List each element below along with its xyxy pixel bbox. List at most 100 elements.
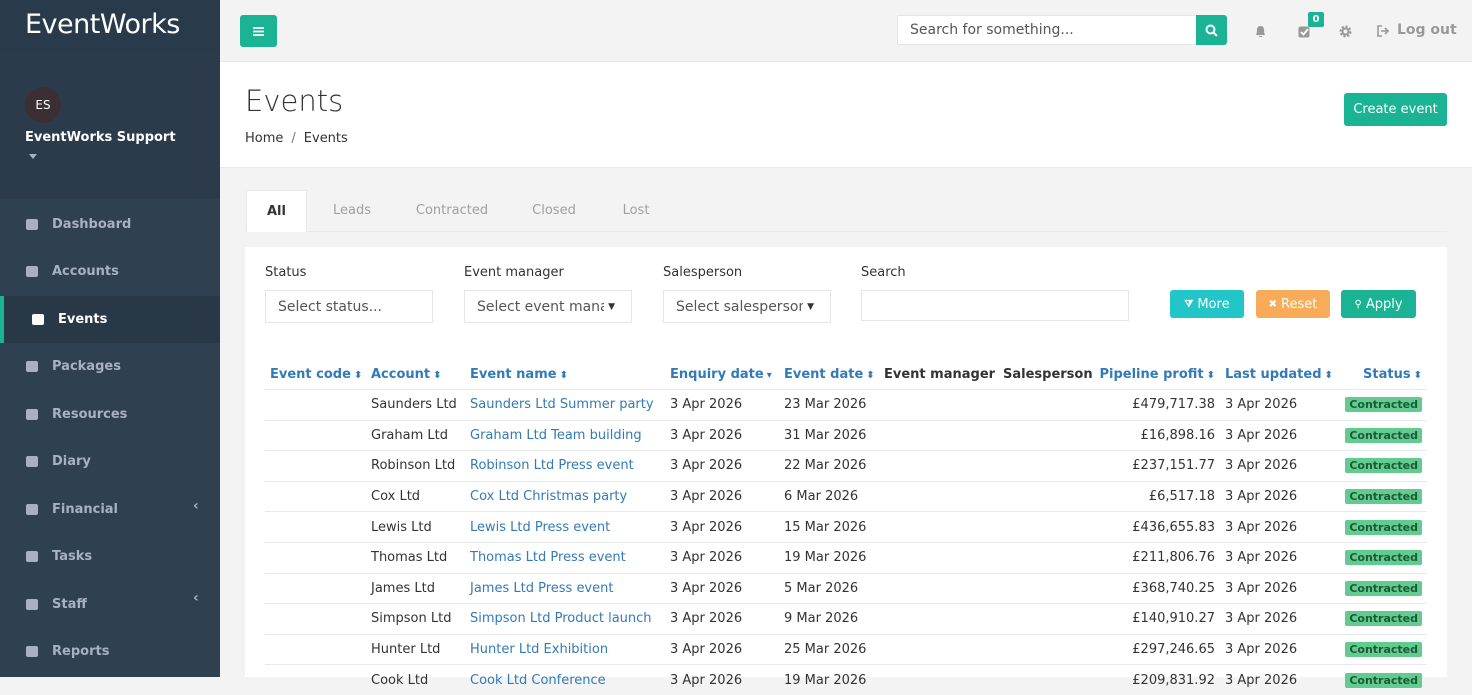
- menu-item[interactable]: Packages: [0, 343, 220, 391]
- filter-input[interactable]: Select status...: [265, 290, 433, 323]
- column-header[interactable]: Event date ⬍: [779, 360, 879, 390]
- table-row[interactable]: Saunders Ltd Saunders Ltd Summer party 3 A…: [265, 389, 1427, 421]
- sidebar: EventWorks ES EventWorks Support Dashboa…: [0, 0, 220, 677]
- breadcrumb-current: Events: [303, 131, 348, 146]
- column-header[interactable]: Event code ⬍: [265, 360, 366, 390]
- filter-button[interactable]: ✖ Reset: [1256, 290, 1330, 318]
- table-row[interactable]: Robinson Ltd Robinson Ltd Press event 3 Ap…: [265, 450, 1427, 482]
- event-link[interactable]: Lewis Ltd Press event: [470, 519, 611, 535]
- menu-icon: [26, 266, 38, 278]
- logout-link[interactable]: Log out: [1397, 22, 1457, 38]
- column-header[interactable]: Last updated ⬍: [1220, 360, 1333, 390]
- table-row[interactable]: Cook Ltd Cook Ltd Conference 3 Apr 2026 19 …: [265, 664, 1427, 695]
- settings-icon[interactable]: [1339, 25, 1352, 38]
- table-row[interactable]: Lewis Ltd Lewis Ltd Press event 3 Apr 2026…: [265, 511, 1427, 543]
- table-cell: Contracted: [1330, 480, 1427, 512]
- menu-item[interactable]: Financial ‹: [0, 486, 220, 534]
- table-cell: James Ltd: [366, 572, 465, 604]
- breadcrumb-home[interactable]: Home: [245, 131, 284, 146]
- event-link[interactable]: Cook Ltd Conference: [470, 672, 606, 688]
- cell-text: 3 Apr 2026: [1225, 580, 1298, 596]
- table-cell: [879, 664, 998, 695]
- event-link[interactable]: Cox Ltd Christmas party: [470, 489, 628, 505]
- filter-label: Status: [265, 265, 307, 280]
- caret[interactable]: [29, 154, 37, 160]
- menu-label: Accounts: [52, 264, 119, 280]
- table-row[interactable]: Graham Ltd Graham Ltd Team building 3 Apr …: [265, 419, 1427, 451]
- table-cell: [879, 511, 998, 543]
- table-cell: [998, 511, 1090, 543]
- cell-text: 22 Mar 2026: [784, 458, 867, 474]
- avatar[interactable]: ES: [25, 87, 61, 123]
- user-name[interactable]: EventWorks Support: [25, 130, 176, 145]
- tab[interactable]: Leads: [332, 203, 371, 218]
- menu-item[interactable]: Dashboard: [0, 201, 220, 249]
- column-header[interactable]: Event name ⬍: [465, 360, 665, 390]
- column-title: Pipeline profit: [1099, 367, 1204, 382]
- column-header[interactable]: Pipeline profit ⬍: [1090, 360, 1220, 390]
- logout-icon[interactable]: [1377, 25, 1390, 37]
- tab[interactable]: Contracted: [415, 203, 489, 218]
- table-row[interactable]: Thomas Ltd Thomas Ltd Press event 3 Apr 20…: [265, 541, 1427, 574]
- event-link[interactable]: Graham Ltd Team building: [470, 427, 642, 443]
- table-row[interactable]: Simpson Ltd Simpson Ltd Product launch 3 A…: [265, 603, 1427, 635]
- table-cell: Graham Ltd Team building: [465, 419, 665, 451]
- menu-toggle[interactable]: [240, 15, 277, 47]
- create-event-button[interactable]: Create event: [1344, 93, 1447, 126]
- table-cell: 3 Apr 2026: [1220, 419, 1330, 451]
- table-cell: Lewis Ltd: [366, 511, 465, 543]
- brand[interactable]: EventWorks: [25, 9, 180, 40]
- table-cell: 3 Apr 2026: [665, 541, 779, 574]
- tab[interactable]: Closed: [532, 203, 576, 218]
- table-row[interactable]: Hunter Ltd Hunter Ltd Exhibition 3 Apr 202…: [265, 633, 1427, 665]
- menu-item[interactable]: Reports: [0, 628, 220, 676]
- table-row[interactable]: James Ltd James Ltd Press event 3 Apr 2026…: [265, 572, 1427, 604]
- tab[interactable]: All: [246, 190, 307, 232]
- filter-input[interactable]: [861, 290, 1129, 321]
- filter-button[interactable]: ⧩ More: [1170, 290, 1244, 318]
- page-header: Events Home / Events Create event: [220, 62, 1472, 168]
- column-title: Event manager: [884, 367, 996, 382]
- sort-icon: ⬍: [353, 370, 363, 381]
- menu-icon: [26, 361, 38, 373]
- tab[interactable]: Lost: [622, 203, 650, 218]
- menu-item[interactable]: Accounts: [0, 248, 220, 296]
- menu-item[interactable]: Diary: [0, 438, 220, 486]
- column-header[interactable]: Status ⬍: [1330, 360, 1427, 390]
- event-link[interactable]: Robinson Ltd Press event: [470, 458, 634, 474]
- search-button[interactable]: [1196, 15, 1227, 45]
- filter-input[interactable]: Select event mana ▼: [464, 290, 632, 323]
- table-cell: Cook Ltd Conference: [465, 664, 665, 695]
- notifications-icon[interactable]: [1254, 25, 1267, 38]
- search-input[interactable]: Search for something...: [897, 15, 1197, 45]
- button-icon: ⚲: [1354, 298, 1362, 310]
- tasks-icon[interactable]: [1298, 25, 1311, 38]
- table-row[interactable]: Cox Ltd Cox Ltd Christmas party 3 Apr 2026…: [265, 480, 1427, 512]
- filter-button[interactable]: ⚲ Apply: [1341, 290, 1416, 318]
- column-header[interactable]: Enquiry date ▾: [665, 360, 779, 390]
- event-link[interactable]: James Ltd Press event: [470, 580, 614, 596]
- table-cell: 3 Apr 2026: [665, 389, 779, 421]
- table-cell: 3 Apr 2026: [1220, 450, 1330, 482]
- dropdown-caret: ▼: [608, 301, 615, 312]
- table-cell: [879, 603, 998, 635]
- event-link[interactable]: Hunter Ltd Exhibition: [470, 642, 609, 658]
- menu-item[interactable]: Staff ‹: [0, 581, 220, 629]
- menu-item[interactable]: Resources: [0, 391, 220, 439]
- cell-text: Cook Ltd: [371, 672, 429, 688]
- event-link[interactable]: Simpson Ltd Product launch: [470, 611, 652, 627]
- table-cell: Cox Ltd: [366, 480, 465, 512]
- menu-item[interactable]: Tasks: [0, 533, 220, 581]
- event-link[interactable]: Saunders Ltd Summer party: [470, 397, 654, 413]
- table-cell: £436,655.83: [1090, 511, 1220, 543]
- table-cell: Contracted: [1330, 389, 1427, 421]
- cell-text: 3 Apr 2026: [670, 458, 743, 474]
- sort-icon: ⬍: [866, 370, 875, 381]
- column-header[interactable]: Account ⬍: [366, 360, 465, 390]
- event-link[interactable]: Thomas Ltd Press event: [470, 550, 626, 566]
- cell-text: £209,831.92: [1132, 672, 1215, 688]
- table-cell: [998, 450, 1090, 482]
- filter-input[interactable]: Select salesperson ▼: [663, 290, 831, 323]
- menu-item[interactable]: Events: [0, 295, 220, 343]
